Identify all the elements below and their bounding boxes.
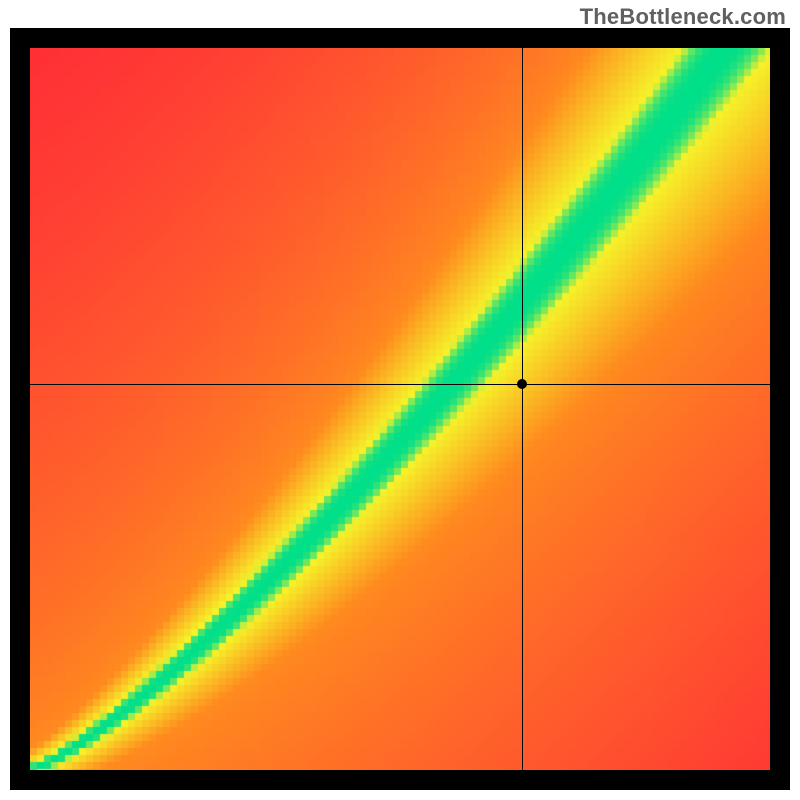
crosshair-horizontal <box>30 384 770 385</box>
plot-area <box>30 48 770 770</box>
watermark-text: TheBottleneck.com <box>580 4 786 30</box>
plot-outer-frame <box>10 28 790 790</box>
crosshair-marker <box>517 379 527 389</box>
crosshair-vertical <box>522 48 523 770</box>
heatmap-canvas <box>30 48 770 770</box>
chart-container: TheBottleneck.com <box>0 0 800 800</box>
